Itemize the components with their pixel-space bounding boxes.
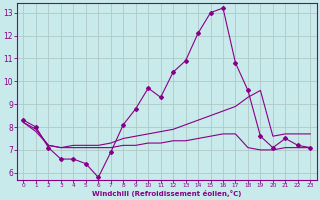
X-axis label: Windchill (Refroidissement éolien,°C): Windchill (Refroidissement éolien,°C) xyxy=(92,190,242,197)
